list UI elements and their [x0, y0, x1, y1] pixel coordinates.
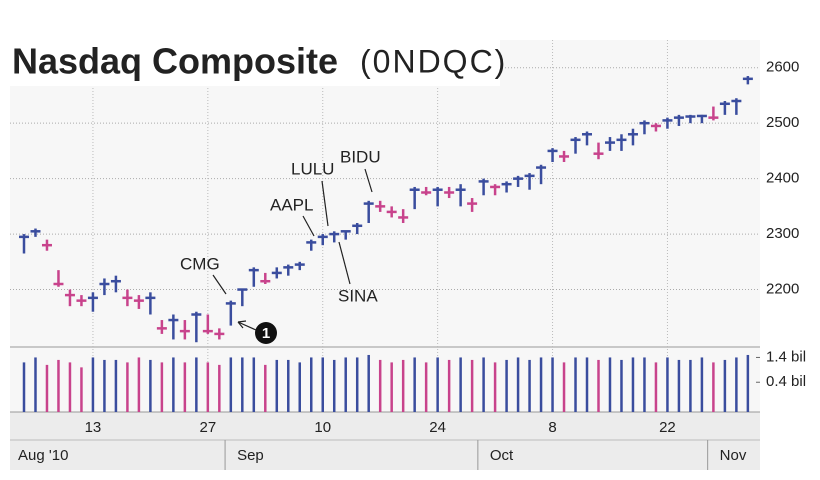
x-tick-label: 10: [314, 419, 331, 436]
chart-title: Nasdaq Composite: [12, 41, 338, 82]
marker-arrow: [237, 320, 257, 331]
title-background: [8, 38, 500, 86]
annotation: CMG: [180, 254, 220, 273]
y2-tick-label: 1.4 bil: [766, 348, 806, 365]
leader-line: [212, 274, 227, 295]
x-tick-label: 27: [199, 419, 216, 436]
month-label: Nov: [720, 447, 747, 464]
month-label: Aug '10: [18, 447, 68, 464]
marker-circle: [255, 322, 277, 344]
x-tick-label: 13: [85, 419, 102, 436]
x-tick-label: 8: [548, 419, 556, 436]
y-tick-label: 2400: [766, 170, 799, 187]
y-tick-label: 2300: [766, 225, 799, 242]
y-tick-label: 2200: [766, 281, 799, 298]
y-tick-label: 2600: [766, 59, 799, 76]
leader-line: [338, 241, 351, 285]
plot-background: [10, 40, 760, 412]
x-tick-label: 24: [429, 419, 446, 436]
month-label: Sep: [237, 447, 264, 464]
leader-line: [302, 215, 315, 237]
marks: [19, 76, 753, 412]
annotation: LULU: [291, 159, 334, 178]
x-tick-label: 22: [659, 419, 676, 436]
chart-subtitle: (0NDQC): [360, 43, 507, 79]
y-tick-label: 2500: [766, 114, 799, 131]
marker-label: 1: [262, 325, 270, 342]
x-axis-strip: [10, 412, 760, 470]
annotation: SINA: [338, 286, 378, 305]
month-label: Oct: [490, 447, 514, 464]
annotations: CMG AAPL LULU SINA BIDU 1: [180, 147, 381, 344]
grid: [10, 40, 760, 412]
y2-tick-label: 0.4 bil: [766, 373, 806, 390]
leader-line: [364, 168, 373, 193]
annotation: AAPL: [270, 195, 313, 214]
leader-line: [321, 180, 329, 227]
annotation: BIDU: [340, 147, 381, 166]
